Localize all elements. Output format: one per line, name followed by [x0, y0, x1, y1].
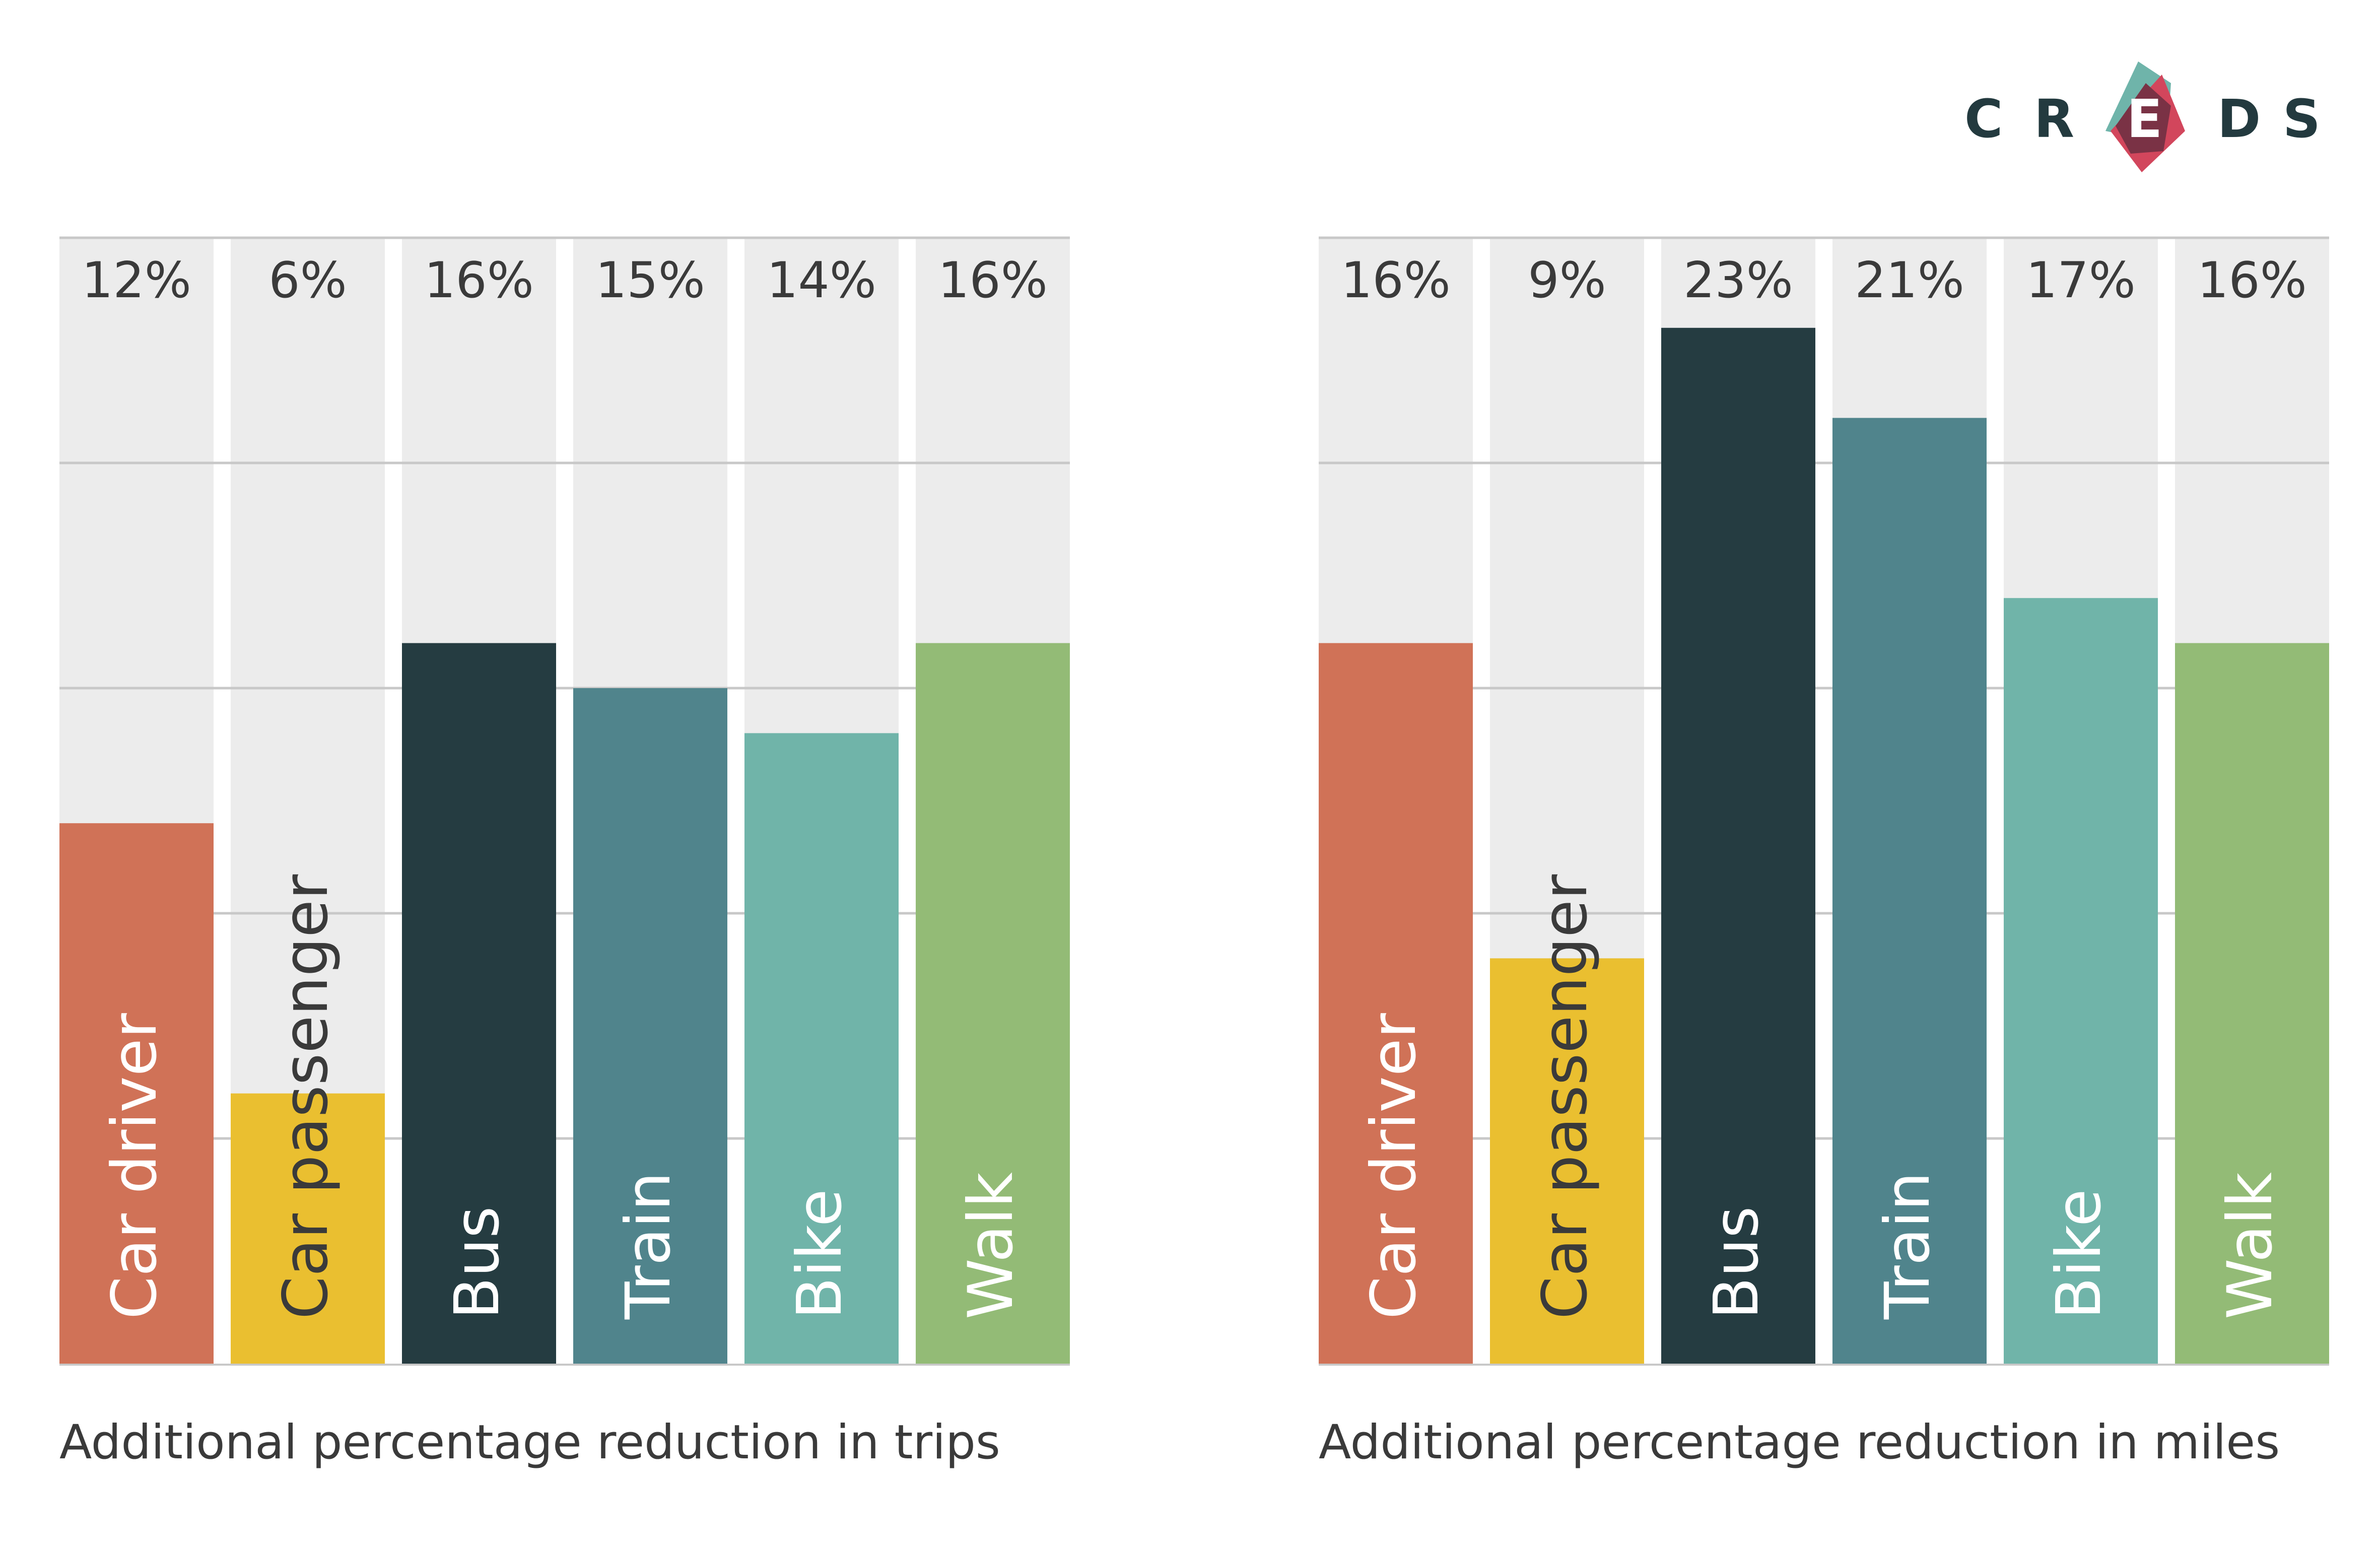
- bar-1-train: [573, 688, 727, 1364]
- category-label: Walk: [2214, 1172, 2286, 1319]
- logo-letter-d: D: [2217, 88, 2261, 150]
- bar-1-bus: [402, 643, 556, 1364]
- value-label: 9%: [1528, 252, 1606, 309]
- category-label: Car driver: [99, 1013, 170, 1319]
- bar-2-car-passenger: [1490, 958, 1644, 1364]
- category-label: Car passenger: [270, 874, 342, 1319]
- bar-2-walk: [2175, 643, 2329, 1364]
- category-label: Bus: [441, 1206, 513, 1319]
- chart-panels: [59, 238, 2329, 1364]
- logo-letter-c: C: [1964, 88, 2003, 150]
- value-label: 16%: [424, 252, 534, 309]
- logo-letter-e: E: [2127, 88, 2162, 150]
- value-label: 16%: [1341, 252, 1451, 309]
- category-label: Walk: [955, 1172, 1027, 1319]
- chart-title-2: Additional percentage reduction in miles: [1319, 1415, 2280, 1470]
- chart-value-labels: 12% 6% 16% 15% 14% 16% 16% 9% 23% 21% 17% 16%: [82, 252, 2307, 309]
- category-label: Bike: [2043, 1189, 2115, 1319]
- value-label: 12%: [82, 252, 191, 309]
- category-label: Bus: [1701, 1206, 1772, 1319]
- bar-1-walk: [916, 643, 1070, 1364]
- value-label: 23%: [1683, 252, 1793, 309]
- bar-1-car-passenger: [231, 1093, 385, 1364]
- value-label: 16%: [938, 252, 1048, 309]
- bar-2-bike: [2004, 598, 2158, 1364]
- value-label: 17%: [2026, 252, 2136, 309]
- category-label: Bike: [784, 1189, 855, 1319]
- value-label: 15%: [595, 252, 705, 309]
- value-label: 21%: [1855, 252, 1964, 309]
- bar-2-bus: [1661, 327, 1815, 1364]
- category-label: Car driver: [1358, 1013, 1430, 1319]
- value-label: 6%: [268, 252, 347, 309]
- bar-2-car-driver: [1319, 643, 1473, 1364]
- creds-logo: C R E D S: [1964, 61, 2321, 172]
- value-label: 14%: [767, 252, 876, 309]
- chart-bars: [59, 327, 2329, 1364]
- chart-gridlines: [59, 236, 2329, 1366]
- bar-1-car-driver: [59, 823, 214, 1364]
- logo-letter-s: S: [2283, 88, 2321, 150]
- chart-title-1: Additional percentage reduction in trips: [59, 1415, 1000, 1470]
- bar-1-bike: [744, 733, 899, 1364]
- category-label: Train: [1872, 1172, 1943, 1320]
- chart-titles: Additional percentage reduction in trips…: [59, 1415, 2280, 1470]
- logo-letter-r: R: [2034, 88, 2074, 150]
- chart-category-labels: Car driver Car passenger Bus Train Bike Walk C…: [99, 874, 2286, 1320]
- category-label: Train: [613, 1172, 684, 1320]
- value-label: 16%: [2197, 252, 2307, 309]
- logo-dark-shape: [2116, 83, 2171, 154]
- bar-2-train: [1832, 418, 1987, 1364]
- category-label: Car passenger: [1529, 874, 1601, 1319]
